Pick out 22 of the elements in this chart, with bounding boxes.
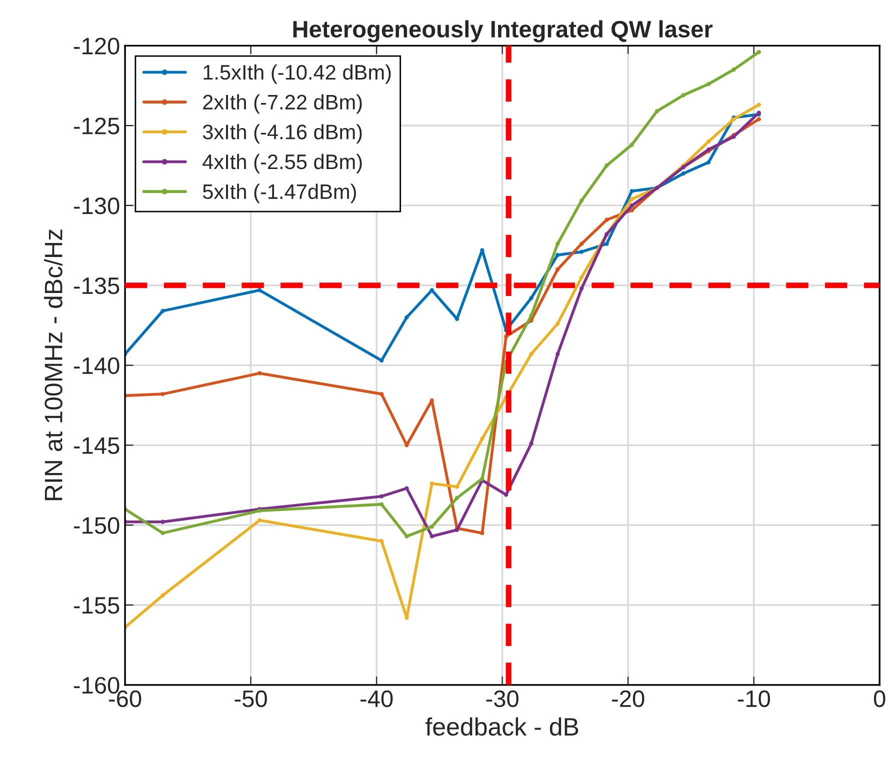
x-tick-label: -30 — [486, 690, 518, 708]
x-tick-label: -50 — [234, 690, 267, 708]
y-tick-label: -150 — [74, 517, 120, 534]
y-axis-title: RIN at 100MHz - dBc/Hz — [44, 230, 62, 500]
x-tick-label: -10 — [738, 690, 770, 708]
chart-title: Heterogeneously Integrated QW laser — [293, 20, 713, 42]
x-tick-label: -40 — [360, 690, 393, 708]
x-tick-label: 0 — [874, 690, 886, 708]
x-tick-label: -20 — [612, 690, 644, 708]
legend-label: 4xIth (-2.55 dBm) — [202, 154, 362, 174]
y-tick-label: -130 — [74, 198, 120, 214]
legend-label: 5xIth (-1.47dBm) — [202, 184, 356, 204]
y-tick-label: -120 — [74, 38, 120, 54]
y-tick-label: -155 — [74, 597, 120, 614]
legend-label: 2xIth (-7.22 dBm) — [203, 94, 362, 114]
legend-label: 3xIth (-4.16 dBm) — [202, 124, 362, 144]
y-tick-label: -135 — [74, 277, 120, 294]
y-tick-label: -125 — [74, 118, 120, 134]
y-tick-label: -140 — [74, 357, 120, 374]
legend-label: 1.5xIth (-10.42 dBm) — [204, 64, 391, 84]
y-tick-label: -145 — [74, 437, 120, 454]
x-axis-title: feedback - dB — [426, 717, 578, 736]
